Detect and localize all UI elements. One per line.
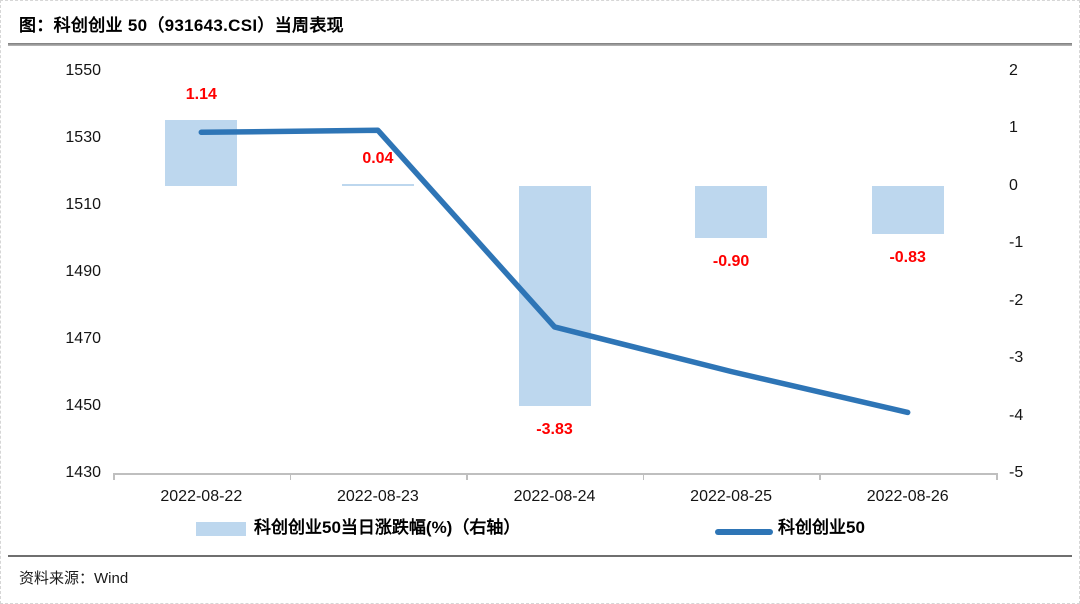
x-axis-category-label: 2022-08-25: [690, 488, 773, 505]
bar-daily-change: [871, 185, 944, 234]
y-axis-right-tick-label: -5: [1009, 464, 1024, 481]
x-axis-tick: [113, 473, 115, 480]
y-axis-left-tick-label: 1550: [65, 62, 101, 79]
bar-value-label: 0.04: [362, 149, 394, 167]
x-axis-tick: [819, 473, 821, 480]
bar-daily-change: [165, 120, 238, 186]
bar-value-label: -0.90: [712, 252, 750, 270]
y-axis-right-tick-label: 2: [1009, 62, 1018, 79]
x-axis-category-label: 2022-08-26: [866, 488, 949, 505]
bar-daily-change: [518, 185, 591, 406]
bar-value-label: -0.83: [889, 248, 926, 266]
legend-line-label: 科创创业50: [778, 518, 865, 537]
data-source: 资料来源：Wind: [19, 570, 129, 587]
x-axis-category-label: 2022-08-22: [160, 488, 243, 505]
bar-value-label: 1.14: [185, 86, 217, 104]
y-axis-left-tick-label: 1430: [65, 464, 101, 481]
y-axis-right-tick-label: -3: [1009, 349, 1024, 367]
bar-value-label: -3.83: [536, 420, 573, 438]
title-divider: [8, 43, 1072, 46]
y-axis-right-tick-label: -1: [1009, 234, 1024, 252]
x-axis-tick: [996, 473, 998, 480]
x-axis-line: [113, 473, 996, 475]
y-axis-right-tick-label: 0: [1009, 176, 1018, 194]
chart-title: 图：科创创业 50（931643.CSI）当周表现: [19, 16, 344, 35]
x-axis-category-label: 2022-08-24: [513, 488, 596, 505]
x-axis-tick: [642, 473, 645, 480]
y-axis-right-tick-label: 1: [1009, 119, 1018, 137]
y-axis-right-tick-label: -4: [1009, 406, 1024, 424]
bar-daily-change: [695, 185, 768, 238]
y-axis-left-tick-label: 1530: [65, 129, 101, 146]
y-axis-left-tick-label: 1490: [65, 263, 101, 280]
x-axis-category-label: 2022-08-23: [336, 488, 419, 505]
bar-daily-change: [341, 183, 414, 186]
y-axis-left-tick-label: 1450: [65, 397, 101, 414]
x-axis-tick: [289, 473, 292, 480]
footer-divider: [8, 555, 1072, 557]
y-axis-right-tick-label: -2: [1009, 291, 1024, 309]
y-axis-left-tick-label: 1470: [65, 330, 101, 347]
legend-bar-label: 科创创业50当日涨跌幅(%)（右轴）: [254, 518, 521, 537]
legend-line-swatch: [715, 529, 773, 535]
legend-bar-swatch: [196, 522, 246, 536]
x-axis-tick: [466, 473, 468, 480]
y-axis-left-tick-label: 1510: [65, 196, 101, 213]
